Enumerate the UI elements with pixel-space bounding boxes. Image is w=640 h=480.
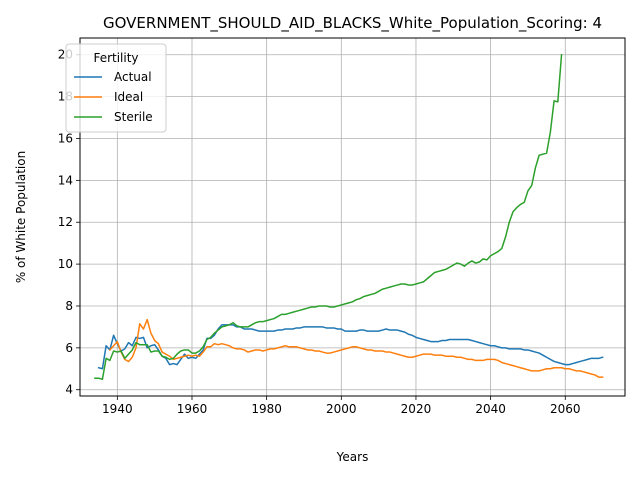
y-tick-label: 6: [65, 341, 73, 355]
x-axis-ticks: 1940 1960 1980 2000 2020 2040 2060: [102, 396, 581, 416]
series-lines: [94, 53, 604, 380]
x-tick-label: 2040: [475, 402, 506, 416]
grid: [80, 38, 625, 396]
legend-label-ideal: Ideal: [114, 90, 143, 104]
x-tick-label: 1960: [177, 402, 208, 416]
series-line-ideal: [108, 318, 604, 378]
y-tick-label: 12: [58, 215, 73, 229]
legend-label-sterile: Sterile: [114, 110, 153, 124]
legend: Fertility Actual Ideal Sterile: [65, 43, 167, 133]
x-axis-label: Years: [336, 450, 369, 464]
series-line-sterile: [94, 53, 563, 380]
x-tick-label: 2020: [401, 402, 432, 416]
legend-items: Actual Ideal Sterile: [74, 70, 153, 124]
legend-box: [65, 43, 167, 133]
plot-frame: [79, 37, 626, 397]
x-tick-label: 1980: [251, 402, 282, 416]
x-tick-label: 2000: [326, 402, 357, 416]
legend-label-actual: Actual: [114, 70, 152, 84]
y-tick-label: 10: [58, 257, 73, 271]
x-tick-label: 2060: [550, 402, 581, 416]
y-tick-label: 4: [65, 383, 73, 397]
y-tick-label: 14: [58, 173, 73, 187]
legend-title: Fertility: [93, 51, 138, 65]
y-tick-label: 16: [58, 131, 73, 145]
x-tick-label: 1940: [102, 402, 133, 416]
y-tick-label: 8: [65, 299, 73, 313]
y-axis-label: % of White Population: [14, 151, 28, 283]
chart-title: GOVERNMENT_SHOULD_AID_BLACKS_White_Popul…: [103, 14, 602, 33]
